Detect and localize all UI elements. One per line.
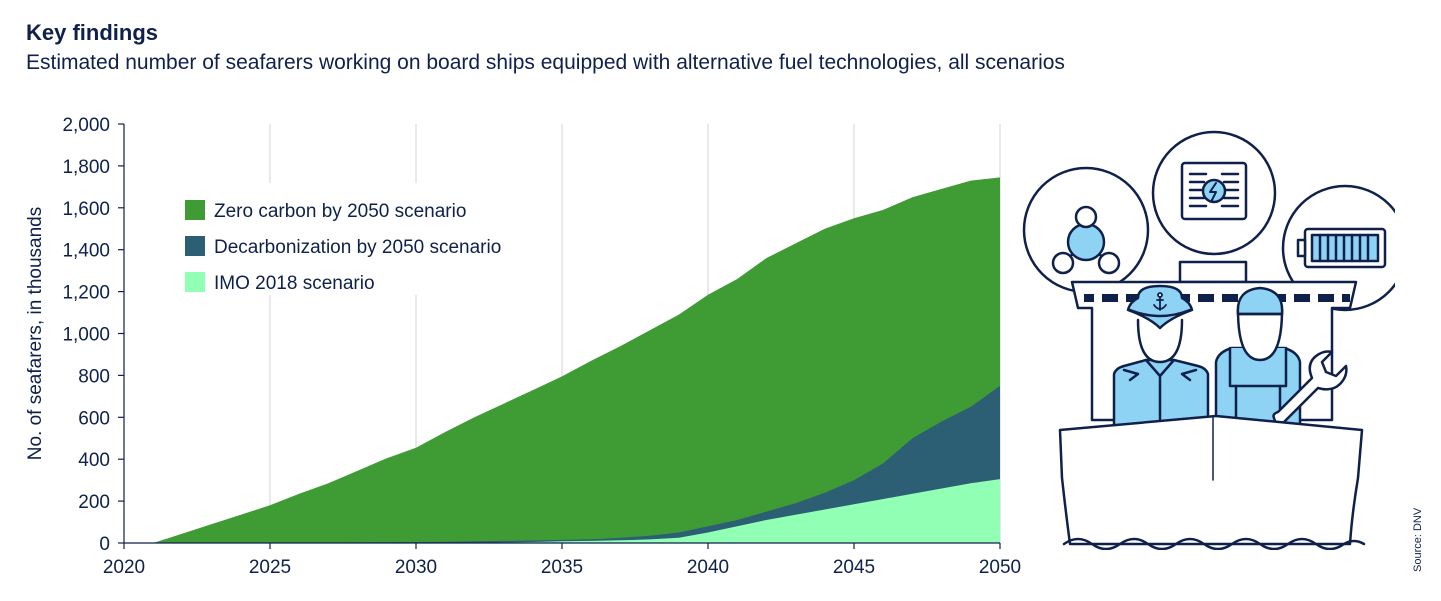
wrench-icon — [1272, 350, 1348, 425]
anchor-icon — [1153, 292, 1167, 311]
engineer-icon — [1214, 286, 1302, 428]
area-series-1 — [124, 177, 1000, 543]
x-tick-label: 2020 — [103, 557, 145, 578]
y-tick-label: 1,600 — [62, 199, 110, 220]
y-tick-label: 800 — [78, 366, 110, 387]
legend-swatch — [185, 236, 205, 256]
chart-areas — [124, 177, 1000, 543]
area-chart: 0 200 400 600 800 1,000 1,200 1,400 1,600 1,800 2,… — [25, 115, 1021, 578]
legend-swatch — [185, 272, 205, 292]
battery-icon — [1281, 184, 1395, 312]
x-tick-label: 2040 — [687, 557, 729, 578]
y-tick-label: 2,000 — [62, 115, 110, 136]
legend-label: IMO 2018 scenario — [214, 273, 375, 294]
y-tick-label: 1,400 — [62, 241, 110, 262]
fuel-cell-icon — [1151, 130, 1277, 256]
molecule-icon — [1022, 166, 1150, 294]
legend-label: Decarbonization by 2050 scenario — [214, 237, 501, 258]
y-tick-label: 0 — [99, 534, 110, 555]
chart-legend: Zero carbon by 2050 scenario Decarbonizat… — [170, 183, 540, 295]
y-tick-label: 1,000 — [62, 325, 110, 346]
y-tick-label: 400 — [78, 450, 110, 471]
y-tick-label: 1,200 — [62, 283, 110, 304]
page-title: Key findings — [26, 20, 159, 45]
y-tick-label: 1,800 — [62, 157, 110, 178]
legend-label: Zero carbon by 2050 scenario — [214, 201, 466, 222]
x-tick-label: 2025 — [249, 557, 291, 578]
x-tick-label: 2050 — [979, 557, 1021, 578]
chart-axes — [118, 123, 1001, 549]
y-tick-label: 600 — [78, 408, 110, 429]
y-tick-labels: 0 200 400 600 800 1,000 1,200 1,400 1,600 1,800 2,… — [62, 115, 110, 555]
x-tick-label: 2030 — [395, 557, 437, 578]
area-series-3 — [124, 479, 1000, 543]
source-note: Source: DNV — [1412, 507, 1424, 572]
x-tick-label: 2035 — [541, 557, 583, 578]
legend-background — [170, 183, 540, 295]
legend-swatch — [185, 200, 205, 220]
page-subtitle: Estimated number of seafarers working on… — [26, 51, 1065, 74]
x-tick-labels: 2020 2025 2030 2035 2040 2045 2050 — [103, 557, 1021, 578]
y-tick-label: 200 — [78, 492, 110, 513]
y-axis-label: No. of seafarers, in thousands — [25, 207, 46, 460]
x-tick-label: 2045 — [833, 557, 875, 578]
seafarers-illustration — [1022, 130, 1395, 550]
